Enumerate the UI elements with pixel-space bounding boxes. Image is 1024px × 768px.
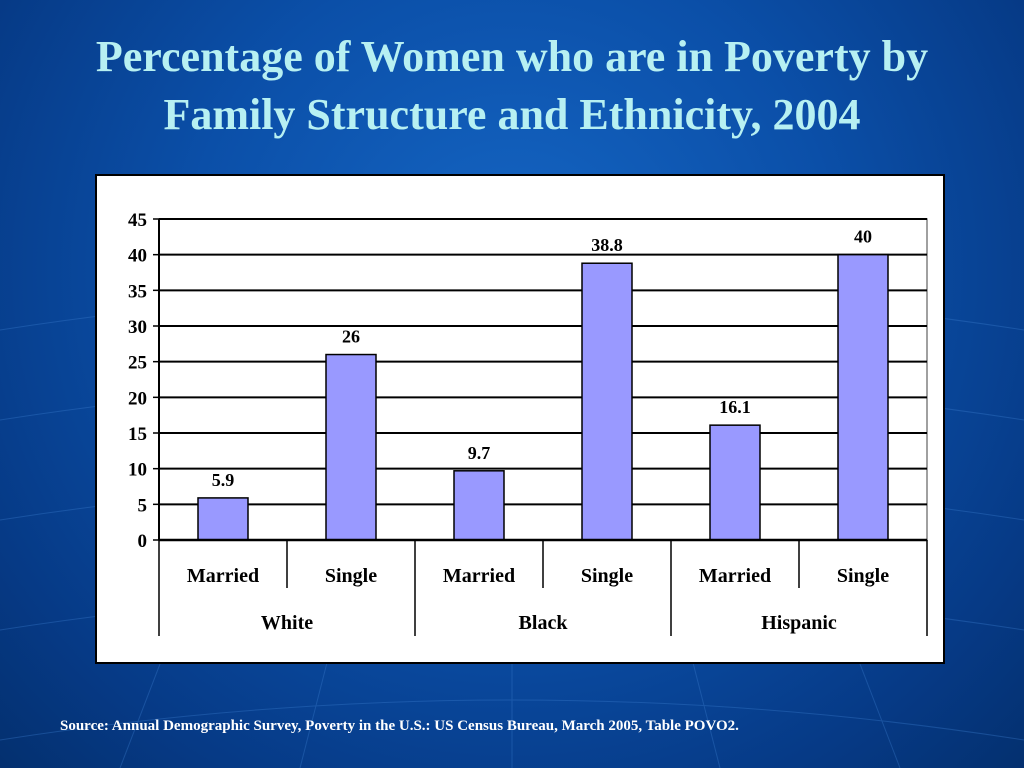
data-label: 40 <box>854 227 872 247</box>
data-label: 9.7 <box>468 443 491 463</box>
bar <box>837 253 889 541</box>
data-label: 5.9 <box>212 470 235 490</box>
data-label: 16.1 <box>719 397 751 417</box>
y-tick-label: 20 <box>128 388 147 409</box>
source-note: Source: Annual Demographic Survey, Pover… <box>60 718 739 734</box>
x-tick-label: Single <box>837 565 889 587</box>
bar <box>197 497 249 541</box>
title-line-1: Percentage of Women who are in Poverty b… <box>95 32 929 81</box>
x-tick-label: Married <box>699 565 771 587</box>
data-label: 38.8 <box>591 235 623 255</box>
x-tick-label: Married <box>187 565 259 587</box>
group-label: White <box>261 612 313 634</box>
bar <box>709 424 761 541</box>
y-tick-label: 25 <box>128 353 147 374</box>
y-tick-label: 5 <box>138 495 148 516</box>
y-tick-label: 15 <box>128 424 147 445</box>
y-tick-label: 45 <box>128 210 147 231</box>
bar <box>453 470 505 541</box>
bar-chart: 0 5 10 15 20 25 30 35 40 45 5.9 26 9.7 38.8 16.1 40 Marr… <box>128 210 928 636</box>
bar <box>325 353 377 541</box>
group-label: Black <box>519 612 569 634</box>
x-tick-label: Single <box>581 565 633 587</box>
data-label: 26 <box>342 327 360 347</box>
y-tick-label: 35 <box>128 281 147 302</box>
bar <box>581 262 633 541</box>
y-tick-label: 0 <box>138 531 148 552</box>
plot-area <box>158 218 928 541</box>
x-tick-label: Single <box>325 565 377 587</box>
y-tick-label: 30 <box>128 317 147 338</box>
y-tick-label: 10 <box>128 460 147 481</box>
group-label: Hispanic <box>761 612 837 634</box>
slide-title: Percentage of Women who are in Poverty b… <box>0 28 1024 144</box>
x-tick-label: Married <box>443 565 515 587</box>
y-tick-label: 40 <box>128 246 147 267</box>
title-line-2: Family Structure and Ethnicity, 2004 <box>163 90 861 139</box>
chart-panel: 0 5 10 15 20 25 30 35 40 45 5.9 26 9.7 38.8 16.1 40 Marr… <box>95 174 945 664</box>
